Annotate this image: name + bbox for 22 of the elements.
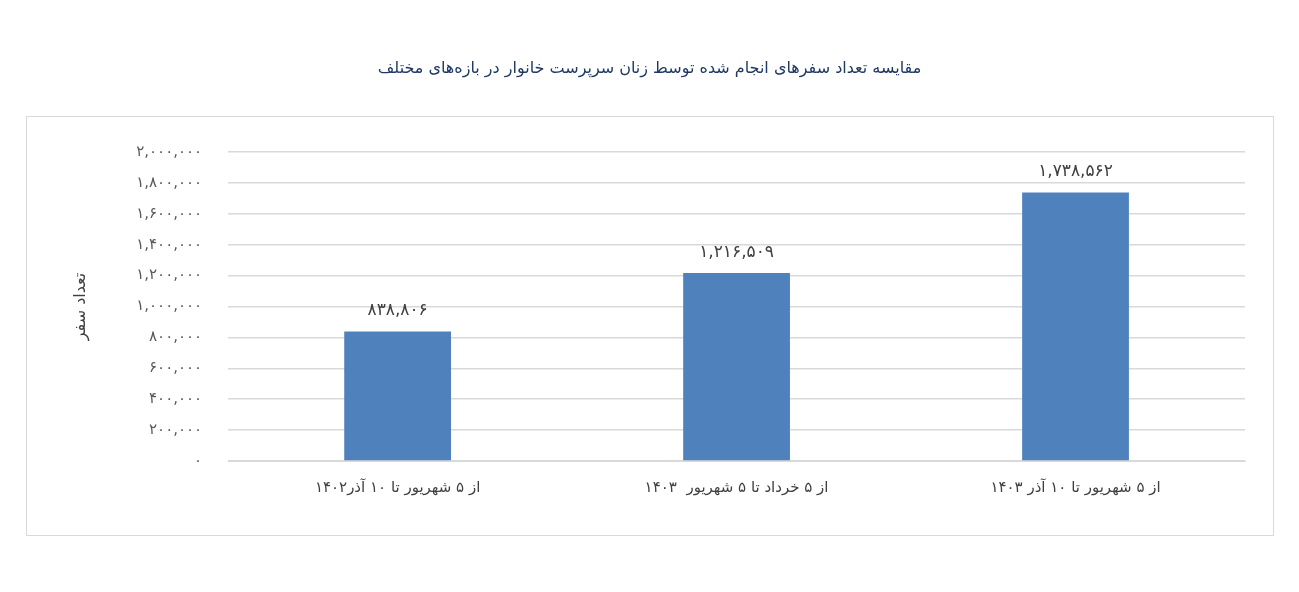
y-tick-label: ۴۰۰,۰۰۰ <box>149 389 203 408</box>
y-tick-label: ۰ <box>194 450 203 469</box>
bar <box>344 331 451 461</box>
y-tick-label: ۱,۸۰۰,۰۰۰ <box>136 172 203 191</box>
y-tick-label: ۱,۰۰۰,۰۰۰ <box>136 296 203 315</box>
y-tick-label: ۱,۶۰۰,۰۰۰ <box>136 203 203 222</box>
x-tick-label: از ۵ خرداد تا ۵ شهریور ۱۴۰۳ <box>644 477 829 496</box>
x-tick-label: از ۵ شهریور تا ۱۰ آذر ۱۴۰۳ <box>990 477 1161 496</box>
y-tick-label: ۱,۴۰۰,۰۰۰ <box>136 234 203 253</box>
y-tick-label: ۲۰۰,۰۰۰ <box>149 419 203 438</box>
chart-title: مقایسه تعداد سفرهای انجام شده توسط زنان سرپرست خانوار در بازه‌های مختلف <box>376 58 923 77</box>
bar <box>1022 192 1129 461</box>
bar <box>683 273 790 461</box>
data-label: ۱,۷۳۸,۵۶۲ <box>1038 160 1113 181</box>
y-tick-label: ۲,۰۰۰,۰۰۰ <box>136 141 203 160</box>
x-tick-label: از ۵ شهریور تا ۱۰ آذر۱۴۰۲ <box>314 477 481 496</box>
y-tick-label: ۱,۲۰۰,۰۰۰ <box>136 265 203 284</box>
data-label: ۱,۲۱۶,۵۰۹ <box>699 240 774 261</box>
y-axis-title: تعداد سفر <box>69 272 90 342</box>
data-label: ۸۳۸,۸۰۶ <box>367 299 428 320</box>
y-tick-label: ۸۰۰,۰۰۰ <box>149 327 203 346</box>
y-tick-label: ۶۰۰,۰۰۰ <box>149 358 203 377</box>
